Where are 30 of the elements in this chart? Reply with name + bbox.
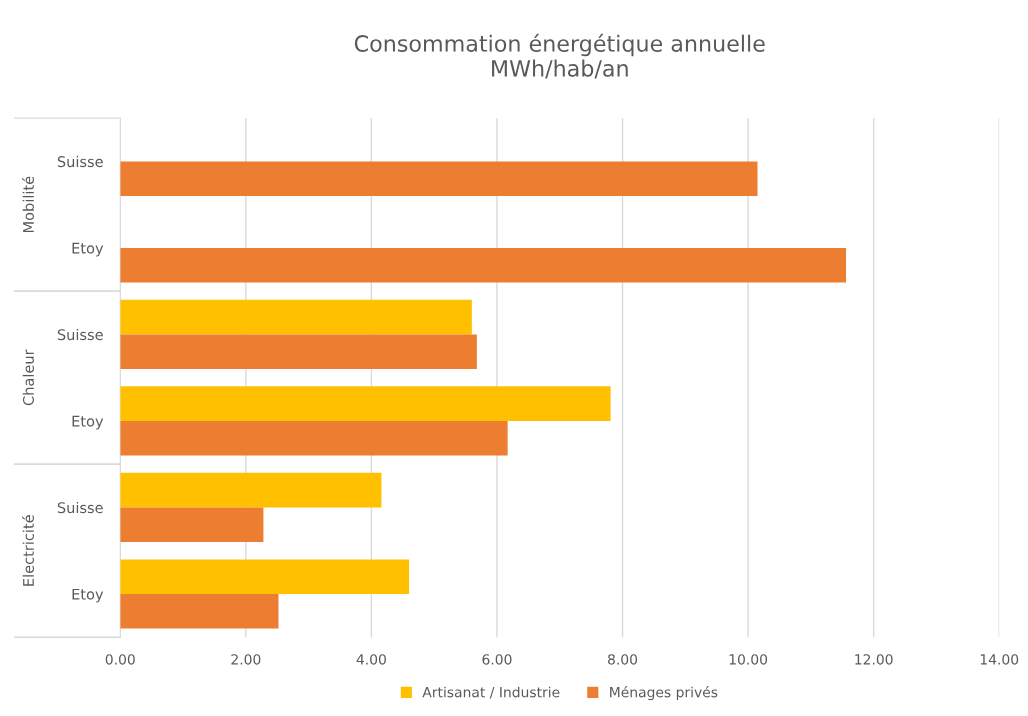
x-tick-label: 4.00 [356,654,386,665]
text: Mobilité [22,176,34,233]
text: Electricité [22,515,34,586]
y-tick-label: Etoy [72,415,104,430]
x-tick-label: 12.00 [855,654,893,665]
legend-label: Ménages privés [610,686,718,701]
y-tick-label: Etoy [72,242,104,257]
bar [120,593,279,629]
x-tick-label: 14.00 [980,654,1019,665]
x-tick-label: 0.00 [105,654,135,665]
bar [120,247,847,283]
bar [120,386,611,421]
x-tick-label: 6.00 [482,654,512,665]
bar [120,299,472,335]
y-tick-label: Suisse [57,328,103,341]
x-tick-label: 2.00 [231,654,261,665]
y-tick-label: Suisse [57,501,103,514]
x-tick-label: 8.00 [608,654,638,665]
x-tick-label: 10.00 [729,654,768,665]
bar [120,420,508,456]
legend-label: Artisanat / Industrie [422,686,560,699]
text: Chaleur [22,349,34,406]
bar [120,334,477,370]
bar [120,507,264,543]
y-tick-label: Etoy [72,588,104,603]
chart-title: Consommation énergétique annuelle MWh/hab/an [354,33,765,79]
bar [120,559,410,594]
y-tick-label: Suisse [57,155,103,168]
bar [120,161,758,196]
bar [120,472,382,508]
